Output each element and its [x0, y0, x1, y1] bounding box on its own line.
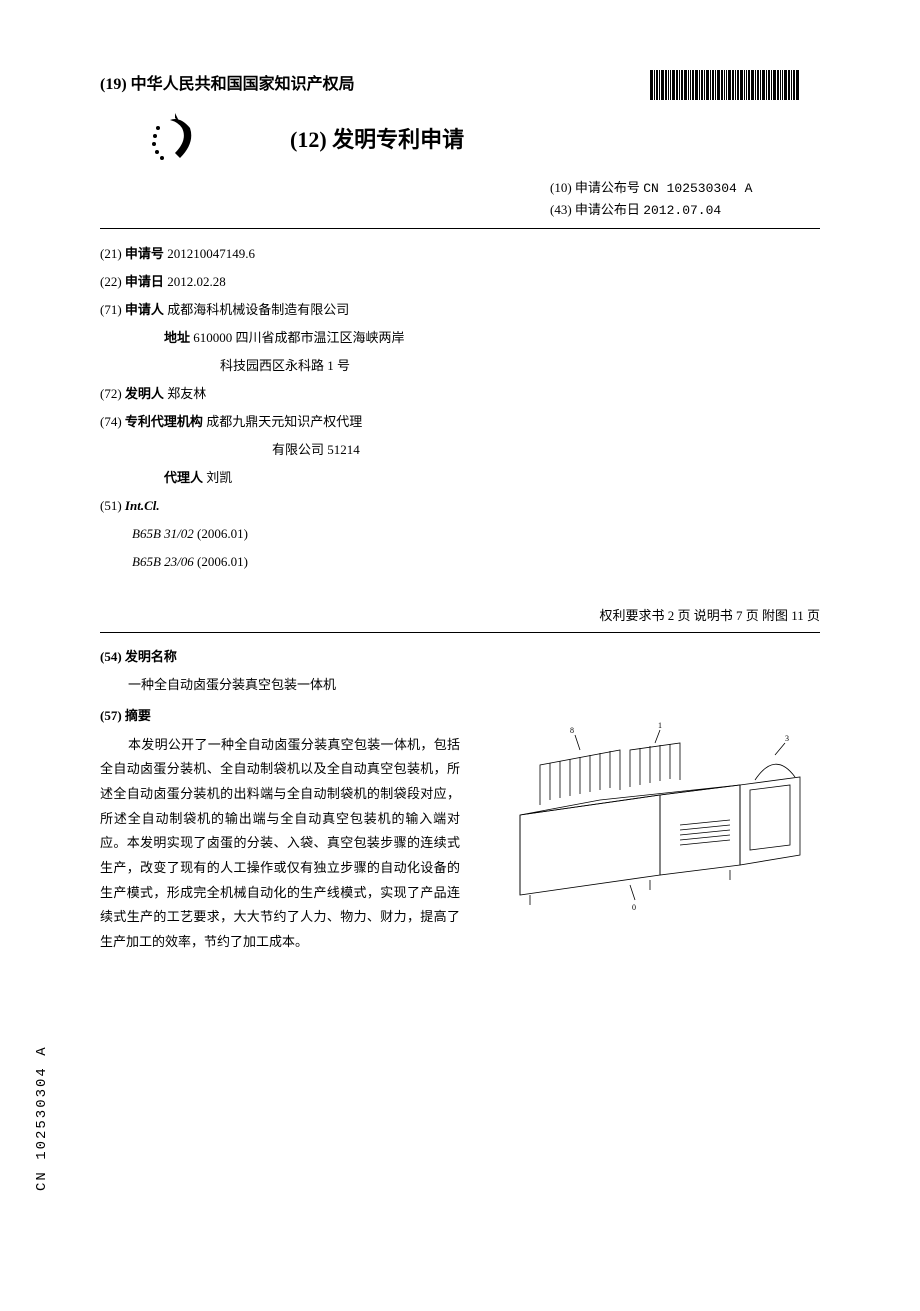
- agent-org-value-2: 有限公司 51214: [272, 442, 360, 457]
- divider-top: [100, 228, 820, 229]
- inventor-code: (72): [100, 386, 122, 401]
- svg-text:8: 8: [570, 726, 574, 735]
- ipc-class-1: B65B 31/02 (2006.01): [100, 521, 820, 547]
- abstract-text-column: (54) 发明名称 一种全自动卤蛋分装真空包装一体机 (57) 摘要 本发明公开…: [100, 645, 460, 955]
- applicant-field: (71) 申请人 成都海科机械设备制造有限公司: [100, 297, 820, 323]
- pub-num-label: 申请公布号: [575, 180, 640, 195]
- app-num-code: (21): [100, 246, 122, 261]
- ipc-value-1: B65B 31/02: [132, 526, 194, 541]
- inventor-value: 郑友林: [167, 386, 206, 401]
- title-label: 发明名称: [125, 649, 177, 664]
- abstract-heading: (57) 摘要: [100, 704, 460, 729]
- pub-num-value: CN 102530304 A: [643, 181, 752, 196]
- title-code: (54): [100, 649, 122, 664]
- vertical-publication-number: CN 102530304 A: [34, 1045, 50, 1191]
- agent-org-label: 专利代理机构: [125, 414, 203, 429]
- ipc-year-1: (2006.01): [197, 526, 248, 541]
- header-row: (19) 中华人民共和国国家知识产权局: [100, 70, 820, 100]
- barcode: [650, 70, 820, 100]
- svg-text:0: 0: [632, 903, 636, 912]
- agent-person-label: 代理人: [164, 470, 203, 485]
- divider-middle: [100, 632, 820, 633]
- pub-date-value: 2012.07.04: [643, 203, 721, 218]
- app-num-value: 201210047149.6: [167, 246, 255, 261]
- ipc-code: (51): [100, 498, 122, 513]
- address-value-1: 610000 四川省成都市温江区海峡两岸: [193, 330, 404, 345]
- sipo-logo-icon: [140, 108, 210, 168]
- abstract-section: (54) 发明名称 一种全自动卤蛋分装真空包装一体机 (57) 摘要 本发明公开…: [100, 645, 820, 955]
- authority-line: (19) 中华人民共和国国家知识产权局: [100, 70, 355, 94]
- agent-org-line-2: 有限公司 51214: [100, 437, 820, 463]
- applicant-value: 成都海科机械设备制造有限公司: [167, 302, 349, 317]
- svg-text:1: 1: [658, 721, 662, 730]
- svg-text:3: 3: [785, 734, 789, 743]
- app-date-code: (22): [100, 274, 122, 289]
- applicant-code: (71): [100, 302, 122, 317]
- doc-type-name: 发明专利申请: [332, 127, 464, 152]
- page-container: (19) 中华人民共和国国家知识产权局: [0, 0, 920, 1311]
- authority-name: 中华人民共和国国家知识产权局: [131, 76, 355, 93]
- abstract-body: 本发明公开了一种全自动卤蛋分装真空包装一体机，包括全自动卤蛋分装机、全自动制袋机…: [100, 733, 460, 955]
- ipc-year-2: (2006.01): [197, 554, 248, 569]
- agent-org-value-1: 成都九鼎天元知识产权代理: [206, 414, 362, 429]
- authority-code: (19): [100, 76, 127, 93]
- agent-person-field: 代理人 刘凯: [100, 465, 820, 491]
- agent-person-value: 刘凯: [206, 470, 232, 485]
- app-num-label: 申请号: [125, 246, 164, 261]
- pub-date-label: 申请公布日: [575, 202, 640, 217]
- application-date-field: (22) 申请日 2012.02.28: [100, 269, 820, 295]
- address-value-2: 科技园西区永科路 1 号: [220, 358, 350, 373]
- application-number-field: (21) 申请号 201210047149.6: [100, 241, 820, 267]
- bibliographic-data: (21) 申请号 201210047149.6 (22) 申请日 2012.02…: [100, 241, 820, 575]
- pages-summary: 权利要求书 2 页 说明书 7 页 附图 11 页: [100, 605, 820, 624]
- logo-title-row: (12) 发明专利申请: [100, 108, 820, 168]
- doc-type-code: (12): [290, 127, 327, 152]
- address-line-2: 科技园西区永科路 1 号: [100, 353, 820, 379]
- app-date-value: 2012.02.28: [167, 274, 226, 289]
- ipc-value-2: B65B 23/06: [132, 554, 194, 569]
- app-date-label: 申请日: [125, 274, 164, 289]
- publication-info: (10) 申请公布号 CN 102530304 A (43) 申请公布日 201…: [550, 178, 820, 222]
- title-heading: (54) 发明名称: [100, 645, 460, 670]
- invention-title: 一种全自动卤蛋分装真空包装一体机: [100, 673, 460, 698]
- inventor-field: (72) 发明人 郑友林: [100, 381, 820, 407]
- agent-org-field: (74) 专利代理机构 成都九鼎天元知识产权代理: [100, 409, 820, 435]
- ipc-label: Int.Cl.: [125, 498, 160, 513]
- abstract-label: 摘要: [125, 708, 151, 723]
- pub-date-row: (43) 申请公布日 2012.07.04: [550, 200, 820, 222]
- pub-number-row: (10) 申请公布号 CN 102530304 A: [550, 178, 820, 200]
- ipc-class-2: B65B 23/06 (2006.01): [100, 549, 820, 575]
- inventor-label: 发明人: [125, 386, 164, 401]
- abstract-code: (57): [100, 708, 122, 723]
- ipc-field: (51) Int.Cl.: [100, 493, 820, 519]
- representative-figure: 8 1 3 0: [480, 695, 820, 915]
- address-field: 地址 610000 四川省成都市温江区海峡两岸: [100, 325, 820, 351]
- doc-type: (12) 发明专利申请: [290, 122, 464, 154]
- agent-org-code: (74): [100, 414, 122, 429]
- address-label: 地址: [164, 330, 190, 345]
- pub-num-code: (10): [550, 180, 572, 195]
- pub-date-code: (43): [550, 202, 572, 217]
- machine-drawing-icon: 8 1 3 0: [480, 695, 820, 915]
- applicant-label: 申请人: [125, 302, 164, 317]
